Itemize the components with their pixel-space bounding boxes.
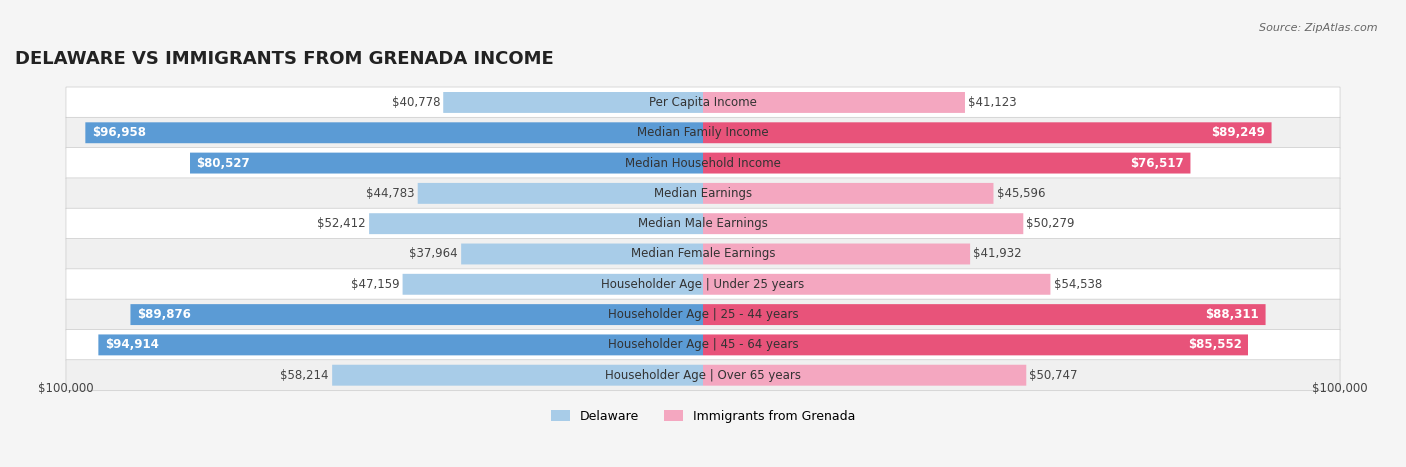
Text: $85,552: $85,552 [1188,339,1241,351]
FancyBboxPatch shape [418,183,703,204]
FancyBboxPatch shape [66,208,1340,239]
Text: $41,932: $41,932 [973,248,1022,261]
FancyBboxPatch shape [66,148,1340,178]
FancyBboxPatch shape [443,92,703,113]
Text: Median Male Earnings: Median Male Earnings [638,217,768,230]
FancyBboxPatch shape [66,117,1340,148]
Text: $80,527: $80,527 [197,156,250,170]
Text: Median Family Income: Median Family Income [637,126,769,139]
FancyBboxPatch shape [703,243,970,264]
Text: Householder Age | 45 - 64 years: Householder Age | 45 - 64 years [607,339,799,351]
FancyBboxPatch shape [703,304,1265,325]
FancyBboxPatch shape [86,122,703,143]
Text: $58,214: $58,214 [280,369,329,382]
Text: $50,279: $50,279 [1026,217,1076,230]
FancyBboxPatch shape [66,329,1340,361]
FancyBboxPatch shape [370,213,703,234]
Text: $47,159: $47,159 [350,278,399,291]
FancyBboxPatch shape [703,183,994,204]
FancyBboxPatch shape [66,360,1340,391]
Text: $41,123: $41,123 [969,96,1017,109]
Text: $100,000: $100,000 [1312,382,1368,395]
Text: $54,538: $54,538 [1053,278,1102,291]
FancyBboxPatch shape [703,122,1271,143]
Text: Median Earnings: Median Earnings [654,187,752,200]
FancyBboxPatch shape [703,365,1026,386]
Text: $100,000: $100,000 [38,382,94,395]
Text: $50,747: $50,747 [1029,369,1078,382]
Text: DELAWARE VS IMMIGRANTS FROM GRENADA INCOME: DELAWARE VS IMMIGRANTS FROM GRENADA INCO… [15,50,554,68]
Text: Householder Age | 25 - 44 years: Householder Age | 25 - 44 years [607,308,799,321]
FancyBboxPatch shape [66,178,1340,209]
Text: Householder Age | Over 65 years: Householder Age | Over 65 years [605,369,801,382]
Text: $89,249: $89,249 [1212,126,1265,139]
Text: $89,876: $89,876 [136,308,191,321]
FancyBboxPatch shape [703,153,1191,174]
FancyBboxPatch shape [332,365,703,386]
FancyBboxPatch shape [66,299,1340,330]
FancyBboxPatch shape [703,213,1024,234]
FancyBboxPatch shape [66,269,1340,300]
Text: $88,311: $88,311 [1205,308,1260,321]
Text: $96,958: $96,958 [91,126,146,139]
Text: $94,914: $94,914 [104,339,159,351]
FancyBboxPatch shape [703,274,1050,295]
FancyBboxPatch shape [66,87,1340,118]
Legend: Delaware, Immigrants from Grenada: Delaware, Immigrants from Grenada [546,405,860,428]
Text: $44,783: $44,783 [366,187,415,200]
Text: $45,596: $45,596 [997,187,1045,200]
Text: Median Female Earnings: Median Female Earnings [631,248,775,261]
FancyBboxPatch shape [703,92,965,113]
FancyBboxPatch shape [461,243,703,264]
FancyBboxPatch shape [131,304,703,325]
Text: $40,778: $40,778 [391,96,440,109]
Text: $52,412: $52,412 [318,217,366,230]
Text: Householder Age | Under 25 years: Householder Age | Under 25 years [602,278,804,291]
FancyBboxPatch shape [98,334,703,355]
Text: Source: ZipAtlas.com: Source: ZipAtlas.com [1260,23,1378,33]
Text: Median Household Income: Median Household Income [626,156,780,170]
Text: Per Capita Income: Per Capita Income [650,96,756,109]
FancyBboxPatch shape [190,153,703,174]
FancyBboxPatch shape [703,334,1249,355]
Text: $37,964: $37,964 [409,248,458,261]
FancyBboxPatch shape [402,274,703,295]
Text: $76,517: $76,517 [1130,156,1184,170]
FancyBboxPatch shape [66,239,1340,269]
